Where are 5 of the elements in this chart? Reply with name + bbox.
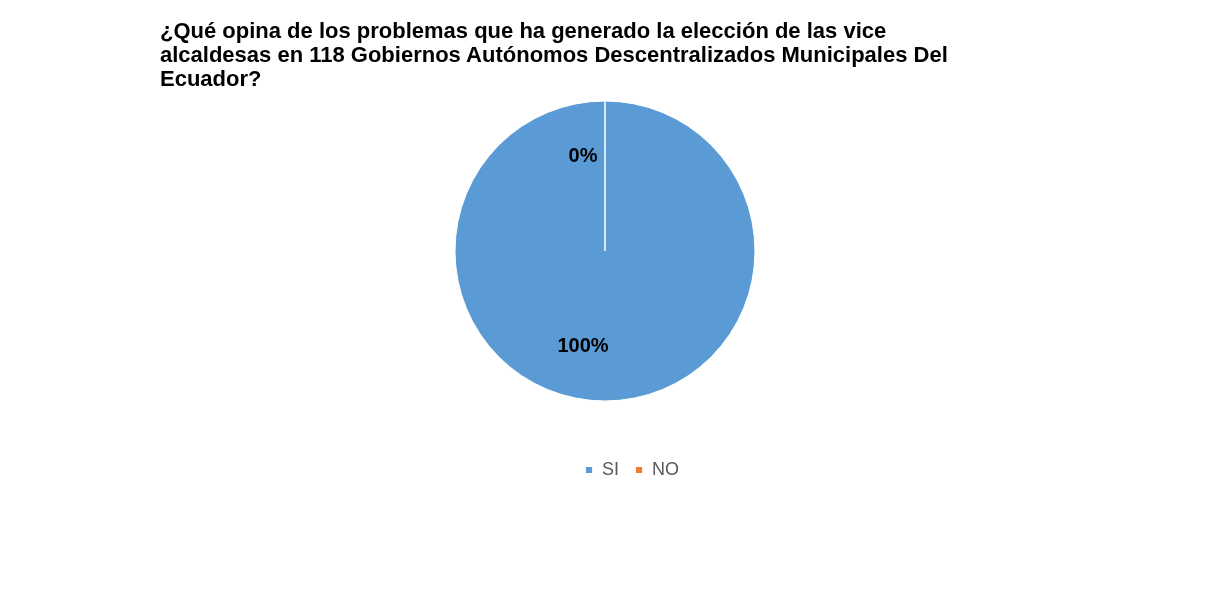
data-label: 100% [557, 334, 609, 356]
legend-label: SI [602, 459, 620, 479]
legend-label: NO [652, 459, 679, 479]
text: 0% [568, 144, 598, 166]
chart-title: ¿Qué opina de los problemas que ha generado la elección de las vice alcaldesas en 118 Gobiernos Autónomos Descentralizados Municipales Del Ecuador? [160, 18, 948, 91]
